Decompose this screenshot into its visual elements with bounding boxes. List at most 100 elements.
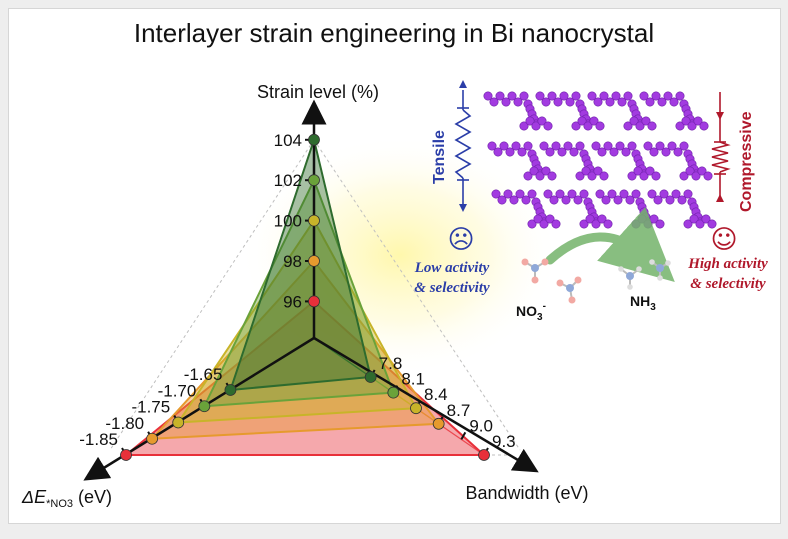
bi-atom bbox=[579, 219, 589, 229]
bi-atom bbox=[487, 141, 497, 151]
bi-atom bbox=[707, 219, 717, 229]
bi-atom bbox=[605, 97, 615, 107]
energy-axis-label-sub: *NO3 bbox=[46, 498, 73, 510]
point-98-strain bbox=[308, 255, 320, 267]
bi-atom bbox=[559, 91, 569, 101]
bi-crystal-layers bbox=[483, 91, 717, 229]
product-label-main: NH bbox=[630, 293, 650, 309]
point-100-bandwidth bbox=[410, 402, 422, 415]
strain-tick-label: 104 bbox=[274, 131, 302, 150]
bi-atom bbox=[675, 91, 685, 101]
bi-atom bbox=[497, 195, 507, 205]
sad-face-icon: ☹ bbox=[447, 225, 474, 255]
bi-atom bbox=[615, 141, 625, 151]
bi-atom bbox=[631, 189, 641, 199]
ammonia-molecule-icon bbox=[618, 259, 671, 290]
bi-atom bbox=[645, 166, 655, 176]
bi-atom bbox=[603, 219, 613, 229]
tensile-down-arrow bbox=[459, 204, 467, 212]
bi-atom bbox=[623, 121, 633, 131]
bi-atom bbox=[547, 91, 557, 101]
bi-atom bbox=[591, 141, 601, 151]
bi-atom bbox=[575, 171, 585, 181]
bi-atom bbox=[533, 214, 543, 224]
bi-atom bbox=[565, 97, 575, 107]
bi-atom bbox=[507, 91, 517, 101]
tensile-up-arrow bbox=[459, 80, 467, 88]
bi-atom bbox=[545, 214, 555, 224]
bi-atom bbox=[577, 116, 587, 126]
energy-axis-label-prefix: ΔE bbox=[21, 487, 47, 507]
bi-atom bbox=[703, 171, 713, 181]
bi-atom bbox=[529, 166, 539, 176]
bi-atom bbox=[489, 97, 499, 107]
radar-points bbox=[120, 133, 490, 461]
point-100-energy bbox=[172, 416, 185, 429]
point-98-bandwidth bbox=[432, 417, 445, 430]
reactant-label-main: NO bbox=[516, 303, 537, 319]
bi-atom bbox=[589, 116, 599, 126]
bi-atom bbox=[677, 195, 687, 205]
bi-atom bbox=[593, 166, 603, 176]
bi-atom bbox=[503, 189, 513, 199]
bi-atom bbox=[573, 195, 583, 205]
compressive-up-arrow bbox=[716, 194, 724, 202]
energy-tick-label: -1.65 bbox=[184, 365, 223, 384]
point-104-strain bbox=[308, 133, 320, 146]
bi-atom bbox=[649, 147, 659, 157]
bandwidth-tick-label: 8.4 bbox=[424, 385, 448, 404]
bi-atom bbox=[563, 141, 573, 151]
bi-atom bbox=[599, 171, 609, 181]
bi-atom bbox=[687, 121, 697, 131]
bi-atom bbox=[607, 189, 617, 199]
bandwidth-axis bbox=[313, 336, 539, 473]
bi-atom bbox=[531, 121, 541, 131]
energy-tick-label: -1.85 bbox=[79, 430, 118, 449]
bi-atom bbox=[517, 147, 527, 157]
bi-atom bbox=[695, 219, 705, 229]
bi-atom bbox=[509, 195, 519, 205]
bi-atom bbox=[621, 147, 631, 157]
bi-atom bbox=[547, 171, 557, 181]
bi-atom bbox=[693, 116, 703, 126]
bi-atom bbox=[495, 91, 505, 101]
bi-atom bbox=[527, 189, 537, 199]
point-96-strain bbox=[308, 295, 320, 308]
bi-atom bbox=[535, 171, 545, 181]
bi-atom bbox=[599, 91, 609, 101]
tensile-spring bbox=[454, 90, 472, 204]
energy-axis-label-suffix: (eV) bbox=[73, 487, 112, 507]
bi-atom bbox=[593, 97, 603, 107]
low-activity-label-1: Low activity bbox=[414, 260, 490, 276]
bi-atom bbox=[541, 97, 551, 107]
bi-atom bbox=[543, 189, 553, 199]
bi-atom bbox=[685, 166, 695, 176]
bi-atom bbox=[651, 171, 661, 181]
product-label: NH3 bbox=[630, 293, 656, 313]
point-102-strain bbox=[308, 174, 320, 187]
bi-atom bbox=[633, 166, 643, 176]
bi-atom bbox=[691, 171, 701, 181]
bi-atom bbox=[657, 97, 667, 107]
bi-atom bbox=[613, 195, 623, 205]
bi-atom bbox=[551, 219, 561, 229]
bi-atom bbox=[639, 91, 649, 101]
bi-atom bbox=[527, 219, 537, 229]
reactant-label-sub: 3 bbox=[537, 312, 543, 323]
bi-atom bbox=[697, 166, 707, 176]
bi-atom bbox=[611, 91, 621, 101]
bi-atom bbox=[671, 189, 681, 199]
bi-atom bbox=[659, 189, 669, 199]
bi-atom bbox=[569, 147, 579, 157]
bi-atom bbox=[557, 147, 567, 157]
bi-atom bbox=[679, 171, 689, 181]
bi-atom bbox=[647, 121, 657, 131]
bi-atom bbox=[683, 189, 693, 199]
radar-polygon-102 bbox=[202, 177, 395, 408]
bi-atom bbox=[581, 166, 591, 176]
bi-atom bbox=[617, 97, 627, 107]
bi-atom bbox=[609, 147, 619, 157]
strain-axis-label: Strain level (%) bbox=[257, 82, 379, 102]
compressive-label: Compressive bbox=[738, 111, 755, 212]
